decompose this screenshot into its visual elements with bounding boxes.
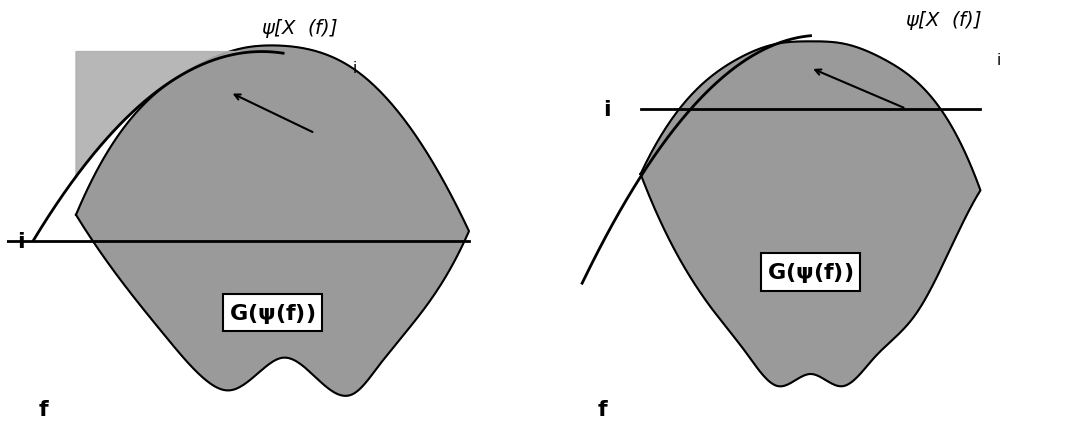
Text: i: i [996,53,1001,67]
Text: $\mathbf{G(\psi(f))}$: $\mathbf{G(\psi(f))}$ [230,301,315,325]
Text: f: f [598,399,608,419]
Polygon shape [76,53,262,177]
Polygon shape [640,42,980,386]
Text: $\psi$[X  (f)]: $\psi$[X (f)] [904,9,982,32]
Text: $\mathbf{G(\psi(f))}$: $\mathbf{G(\psi(f))}$ [768,260,853,284]
Text: i: i [17,232,25,252]
Text: i: i [352,61,356,76]
Text: f: f [39,399,49,419]
Text: $\psi$[X  (f)]: $\psi$[X (f)] [261,17,338,40]
Text: i: i [603,99,611,119]
Polygon shape [76,46,469,396]
